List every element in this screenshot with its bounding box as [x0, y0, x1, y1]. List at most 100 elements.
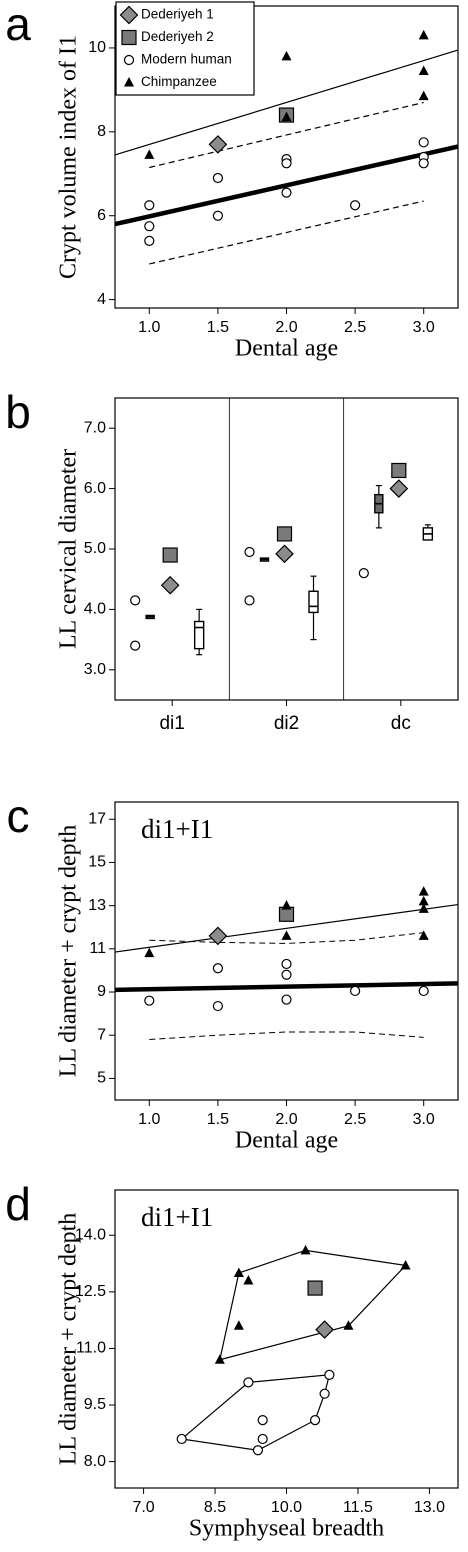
panel-d-ytick-label-0: 8.0	[84, 1453, 106, 1470]
panel-a-legend-label-chimpanzee: Chimpanzee	[141, 74, 217, 89]
panel-c-xtick-label-4: 3.0	[413, 1111, 435, 1128]
panel-a-letter: a	[5, 0, 31, 50]
panel-c-xtick-label-3: 2.5	[344, 1111, 366, 1128]
panel-d-hull-modern-human	[180, 1374, 331, 1451]
panel-b-point-dederiyeh-2-0	[162, 547, 178, 563]
panel-d-point-chimpanzee-1	[233, 1267, 244, 1277]
panel-d-point-modern-human-2	[324, 1369, 335, 1380]
panel-b-point-modern-human-3	[244, 595, 255, 606]
panel-d-ytick-label-3: 12.5	[75, 1283, 106, 1300]
panel-d-point-modern-human-5	[257, 1415, 268, 1426]
panel-d-point-modern-human-1	[243, 1377, 254, 1388]
panel-b-category-dc: dc	[391, 713, 411, 734]
panel-c-point-modern-human-3	[281, 958, 292, 970]
panel-a-xtick-label-1: 1.5	[207, 319, 229, 336]
panel-c-ytick-label-2: 9	[97, 983, 106, 1000]
panel-c-point-modern-human-4	[281, 969, 292, 980]
panel-a-point-modern-human-4	[212, 210, 223, 221]
panel-c-point-modern-human-6	[350, 985, 361, 997]
panel-b-point-dederiyeh-1-1	[275, 544, 294, 564]
panel-a-xtick-label-2: 2.0	[275, 319, 297, 336]
panel-d-xtick-label-2: 10.0	[271, 1499, 302, 1516]
panel-c-ytick-label-3: 11	[89, 940, 106, 957]
panel-c-ytick-label-1: 7	[97, 1026, 106, 1043]
panel-c-point-chimpanzee-5	[418, 903, 429, 913]
panel-a-point-modern-human-11	[418, 158, 429, 169]
panel-d-point-dederiyeh-1-0	[315, 1320, 334, 1339]
panel-c-xtick-label-1: 1.5	[207, 1111, 229, 1128]
panel-b-ytick-label-4: 7.0	[84, 419, 106, 436]
panel-a-xtick-label-3: 2.5	[344, 319, 366, 336]
panel-a-ytick-label-1: 6	[97, 207, 106, 224]
panel-d-point-modern-human-6	[257, 1433, 268, 1445]
panel-c-letter: c	[7, 790, 30, 842]
panel-d-point-chimpanzee-6	[400, 1259, 411, 1270]
panel-c-point-chimpanzee-0	[144, 947, 155, 958]
panel-a-x-axis-label: Dental age	[235, 336, 338, 362]
panel-d-point-chimpanzee-0	[214, 1354, 225, 1364]
panel-c-point-modern-human-1	[212, 963, 223, 974]
panel-a-legend-label-modern-human: Modern human	[141, 52, 232, 67]
panel-a-point-dederiyeh-1-0	[208, 135, 228, 154]
panel-c-point-chimpanzee-4	[418, 895, 429, 906]
panel-d-point-dederiyeh-2-0	[307, 1280, 323, 1296]
panel-c-title: di1+I1	[141, 814, 213, 844]
panel-d-point-chimpanzee-4	[300, 1244, 311, 1255]
panel-b-point-modern-human-1	[130, 640, 141, 651]
panel-a-line-1	[114, 144, 459, 227]
panel-b-category-di2: di2	[274, 713, 299, 734]
panel-a-legend-marker-modern-human	[123, 54, 135, 66]
panel-d-y-axis-label: LL diameter + crypt depth	[56, 1213, 82, 1466]
panel-c-point-modern-human-5	[281, 994, 292, 1005]
panel-c-point-dederiyeh-1-0	[208, 926, 228, 946]
panel-a-legend	[115, 1, 255, 96]
panel-a-xtick-label-4: 3.0	[413, 319, 435, 336]
panel-a-line-0	[114, 49, 459, 156]
panel-c-x-axis-label: Dental age	[235, 1128, 338, 1154]
panel-c-point-chimpanzee-1	[281, 900, 292, 910]
panel-a-ytick-label-3: 10	[88, 39, 106, 56]
panel-c-line-2	[149, 932, 424, 944]
panel-b-category-di1: di1	[159, 713, 184, 734]
panel-a-point-modern-human-6	[281, 158, 292, 169]
panel-b-point-dederiyeh-2-1	[276, 526, 293, 542]
panel-c-line-0	[114, 903, 459, 953]
panel-a-line-2	[149, 101, 424, 169]
panel-c-line-3	[149, 1031, 424, 1041]
panel-a-xtick-label-0: 1.0	[138, 319, 160, 336]
panel-a-line-3	[149, 200, 424, 265]
panel-d-point-chimpanzee-2	[243, 1275, 254, 1285]
panel-d-point-chimpanzee-5	[343, 1320, 354, 1330]
panel-a-point-chimpanzee-0	[144, 149, 155, 159]
panel-b-point-dederiyeh-1-2	[389, 479, 409, 498]
panel-c-point-modern-human-0	[144, 995, 155, 1006]
panel-a-point-chimpanzee-2	[281, 111, 292, 122]
panel-a-point-modern-human-1	[144, 221, 155, 232]
panel-d-frame	[114, 1189, 459, 1489]
panel-c-xtick-label-2: 2.0	[275, 1111, 297, 1128]
panel-a-point-chimpanzee-4	[418, 65, 429, 76]
panel-d-xtick-label-3: 11.5	[343, 1499, 373, 1516]
panel-b-ytick-label-1: 4.0	[84, 601, 106, 618]
panel-b-boxplot-1-box	[193, 620, 205, 650]
panel-d-hull-chimpanzee	[219, 1249, 407, 1361]
panel-c-point-chimpanzee-2	[281, 930, 292, 940]
panel-d-xtick-label-4: 13.0	[414, 1499, 445, 1516]
panel-c-point-chimpanzee-3	[418, 886, 429, 896]
panel-c-xtick-label-0: 1.0	[138, 1111, 160, 1128]
panel-a-point-modern-human-9	[418, 137, 429, 148]
panel-d-xtick-label-0: 7.0	[132, 1499, 154, 1516]
panel-b-point-dederiyeh-2-2	[391, 462, 407, 479]
panel-a-point-chimpanzee-5	[418, 90, 429, 101]
panel-d-title: di1+I1	[141, 1202, 213, 1232]
panel-c-point-modern-human-2	[212, 1000, 223, 1012]
panel-c-ytick-label-5: 15	[88, 854, 106, 871]
panel-a-legend-marker-dederiyeh-2	[121, 29, 137, 46]
panel-d-point-modern-human-3	[319, 1388, 330, 1399]
panel-b-boxplot-3-box	[308, 590, 319, 614]
panel-a-point-modern-human-0	[144, 200, 155, 211]
panel-c-line-1	[114, 981, 459, 993]
panel-a-y-axis-label: Crypt volume index of I1	[56, 35, 82, 279]
panel-d-point-chimpanzee-3	[233, 1320, 244, 1330]
